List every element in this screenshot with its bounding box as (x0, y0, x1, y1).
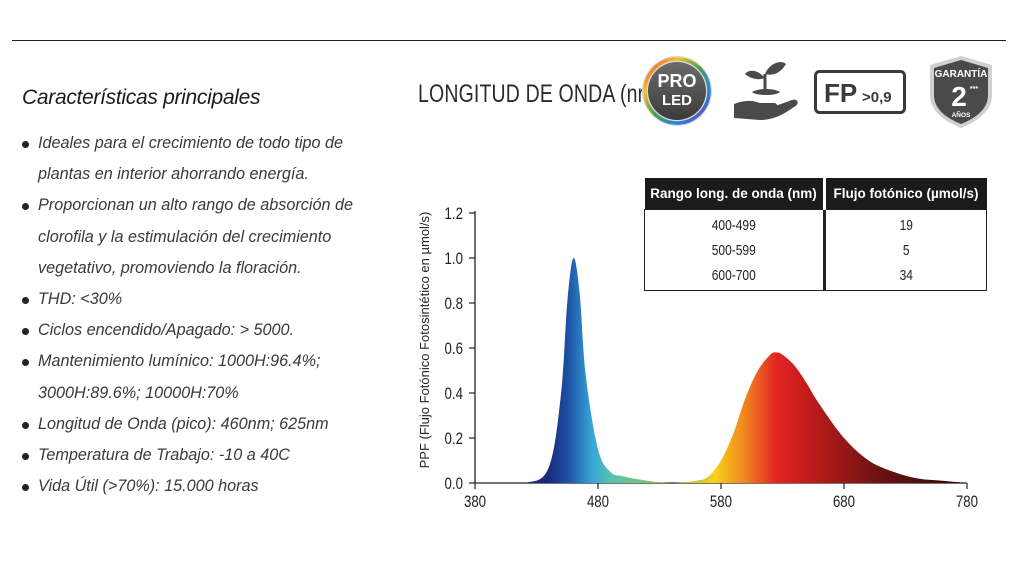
feature-item: Proporcionan un alto rango de absorción … (20, 190, 395, 284)
y-axis-label: PPF (Flujo Fotónico Fotosintético en µmo… (417, 212, 432, 469)
features-list: Ideales para el crecimiento de todo tipo… (20, 128, 395, 502)
pro-led-text-top: PRO (657, 71, 696, 91)
y-tick-label: 1.2 (445, 205, 463, 224)
x-tick-label: 480 (587, 493, 609, 512)
fp-value-text: >0,9 (862, 89, 892, 106)
x-tick-label: 780 (956, 493, 978, 512)
feature-item: Vida Útil (>70%): 15.000 horas (20, 471, 395, 502)
spectrum-curve (475, 257, 967, 483)
y-tick-label: 1.0 (445, 250, 463, 269)
table-cell: 500-599 (711, 242, 756, 259)
pro-led-text-bottom: LED (662, 92, 692, 109)
feature-item: Ciclos encendido/Apagado: > 5000. (20, 315, 395, 346)
feature-item: THD: <30% (20, 284, 395, 315)
section-title: Características principales (22, 86, 261, 109)
top-divider (12, 40, 1006, 41)
spectrum-chart: 0.0 0.2 0.4 0.6 0.8 1.0 1.2 380 480 580 680 780 PPF… (417, 205, 978, 512)
guarantee-shield-icon: GARANTÍA 2 *** AÑOS (930, 56, 992, 128)
photon-flux-table: Rango long. de onda (nm) Flujo fotónico … (644, 178, 987, 291)
x-tick-label: 380 (464, 493, 486, 512)
feature-item: Mantenimiento lumínico: 1000H:96.4%; 300… (20, 346, 395, 408)
plant-hand-icon (734, 62, 798, 120)
fp-text: FP (824, 78, 857, 108)
guarantee-unit: AÑOS (952, 110, 971, 119)
x-tick-label: 580 (710, 493, 732, 512)
power-factor-icon: FP >0,9 (814, 70, 906, 114)
y-tick-label: 0.4 (445, 385, 464, 404)
table-cell: 600-700 (711, 267, 756, 284)
table-cell: 34 (899, 267, 913, 284)
table-cell: 400-499 (711, 217, 756, 234)
chart-ticks: 0.0 0.2 0.4 0.6 0.8 1.0 1.2 380 480 580 680 780 (445, 205, 978, 512)
table-header-flux: Flujo fotónico (µmol/s) (822, 178, 987, 210)
x-tick-label: 680 (833, 493, 855, 512)
guarantee-stars: *** (970, 86, 978, 93)
table-cell-fluxes: 19 5 34 (822, 209, 987, 291)
chart-title: LONGITUD DE ONDA (nm) (418, 80, 661, 108)
table-header-range: Rango long. de onda (nm) (644, 178, 824, 210)
table-cell: 5 (902, 242, 910, 259)
table-cell: 19 (899, 217, 913, 234)
feature-item: Longitud de Onda (pico): 460nm; 625nm (20, 409, 395, 440)
y-tick-label: 0.2 (445, 430, 463, 449)
y-tick-label: 0.6 (445, 340, 463, 359)
feature-item: Ideales para el crecimiento de todo tipo… (20, 128, 395, 190)
y-tick-label: 0.8 (445, 295, 463, 314)
guarantee-label: GARANTÍA (935, 67, 988, 80)
guarantee-years: 2 (951, 81, 967, 112)
feature-item: Temperatura de Trabajo: -10 a 40C (20, 440, 395, 471)
y-tick-label: 0.0 (445, 475, 463, 494)
table-cell-ranges: 400-499 500-599 600-700 (644, 209, 825, 291)
pro-led-icon: PRO LED (642, 56, 712, 126)
